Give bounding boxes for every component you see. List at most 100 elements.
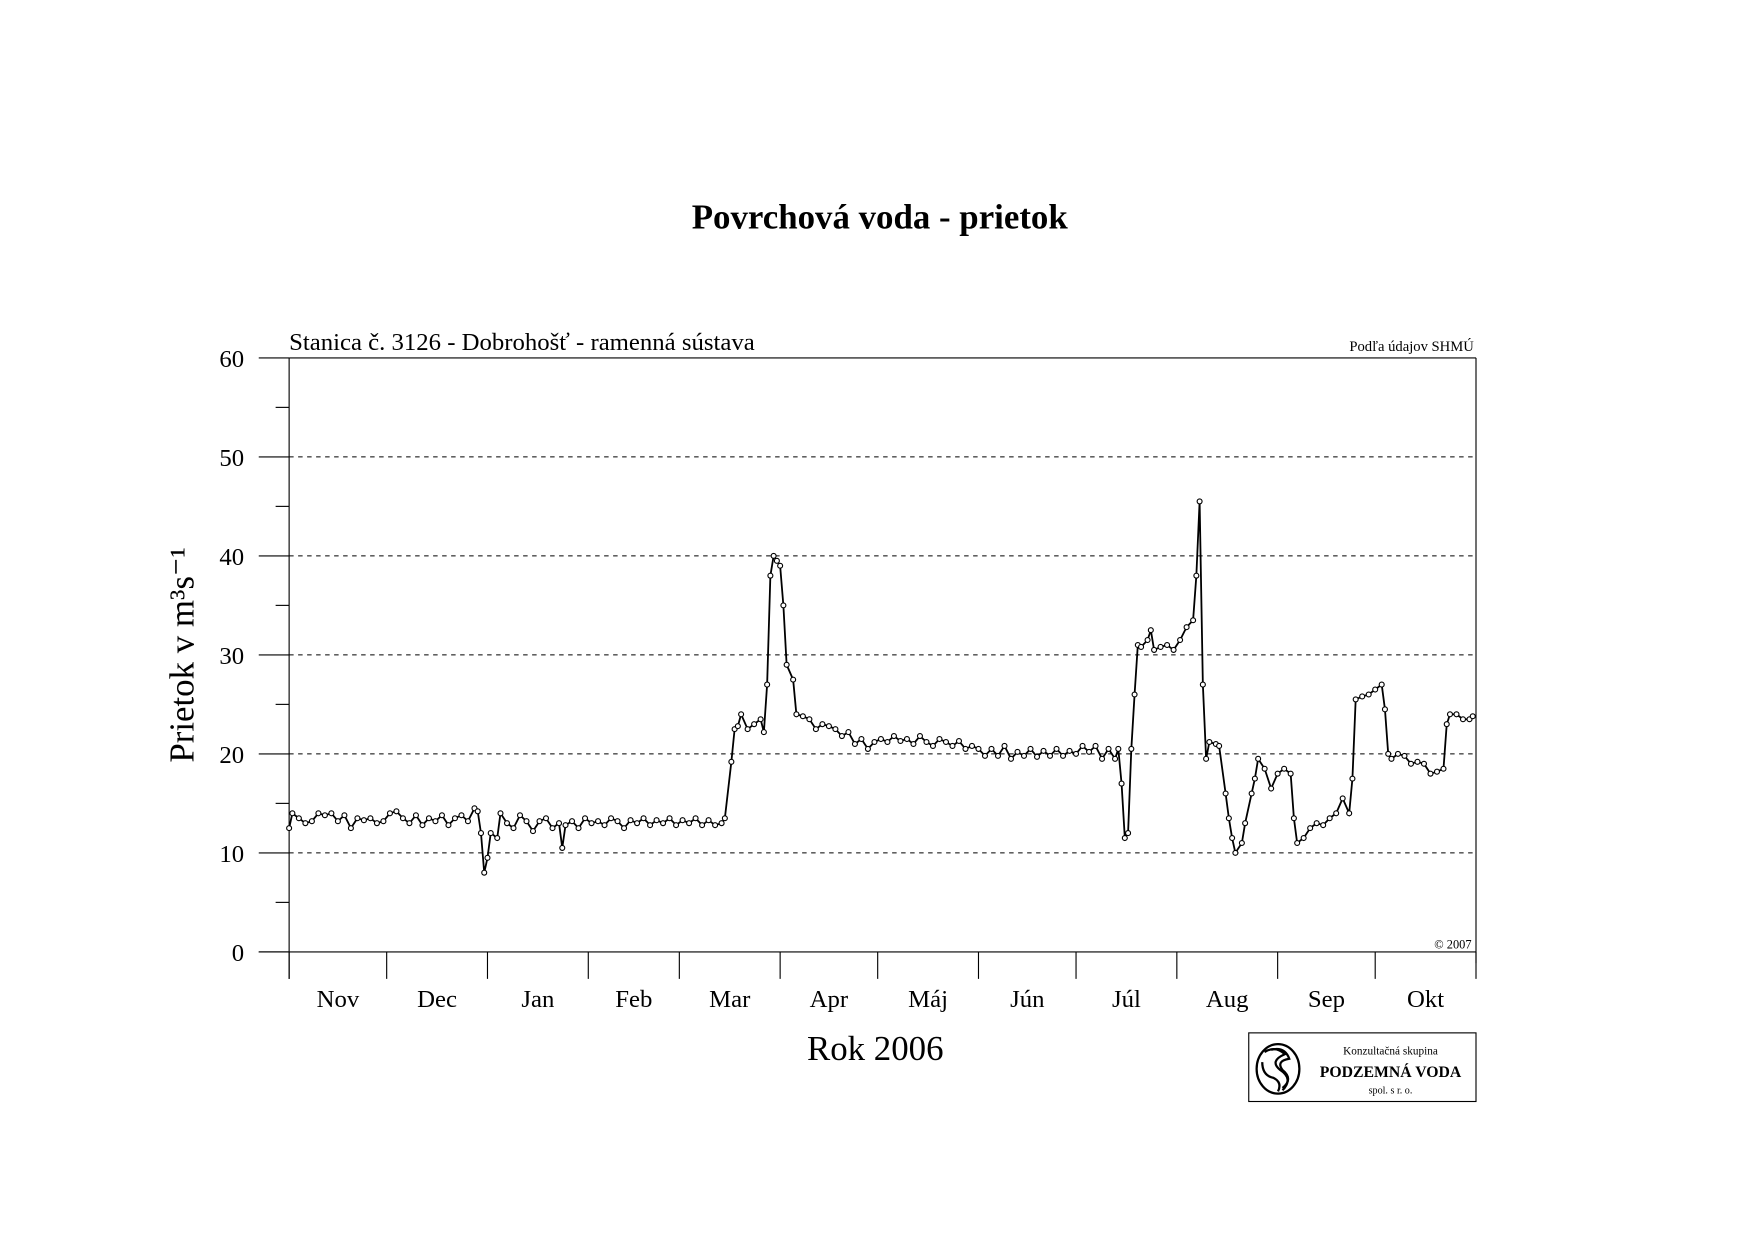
data-point (523, 818, 530, 825)
y-tick-label: 40 (219, 544, 244, 571)
data-point (1339, 795, 1346, 802)
chart-title: Povrchová voda - prietok (692, 198, 1069, 237)
data-point (1138, 643, 1145, 650)
data-point (1469, 713, 1476, 720)
data-point (1459, 716, 1467, 723)
data-point (536, 818, 543, 825)
y-tick-label: 10 (219, 841, 244, 868)
y-tick-label: 0 (232, 940, 244, 967)
x-tick-label: Nov (317, 986, 360, 1013)
data-point (1232, 849, 1239, 856)
x-tick-label: Aug (1206, 986, 1249, 1013)
data-point (412, 812, 419, 819)
data-point (481, 869, 488, 876)
data-point (1287, 770, 1294, 777)
data-point (1365, 691, 1372, 698)
series (286, 498, 1476, 876)
data-point (679, 817, 686, 824)
data-point (877, 735, 884, 743)
data-point (962, 745, 969, 752)
data-point (1151, 646, 1158, 653)
data-point (1125, 830, 1132, 837)
data-point (1352, 696, 1359, 703)
logo-text: spol. s r. o. (1369, 1086, 1413, 1097)
data-point (942, 738, 950, 746)
data-point (289, 810, 296, 817)
data-point (653, 817, 660, 824)
data-point (799, 713, 806, 720)
data-point (1222, 790, 1229, 797)
data-point (399, 815, 406, 822)
data-point (1225, 815, 1232, 822)
data-point (614, 818, 621, 825)
data-point (503, 820, 511, 827)
data-point (955, 737, 963, 745)
data-point (981, 752, 989, 759)
data-point (1073, 750, 1080, 757)
x-tick-label: Jan (521, 986, 554, 1013)
data-point (686, 820, 693, 827)
data-point (910, 740, 917, 748)
data-point (627, 817, 634, 824)
data-point (432, 818, 439, 825)
data-point (516, 812, 524, 819)
data-point (1193, 572, 1200, 579)
data-point (1433, 768, 1441, 775)
data-point (1407, 760, 1415, 767)
data-point (497, 810, 504, 817)
data-point (1394, 750, 1401, 757)
data-point (851, 740, 858, 748)
x-axis-label: Rok 2006 (807, 1029, 944, 1068)
data-point (770, 552, 777, 559)
data-point (568, 818, 576, 825)
data-point (1086, 748, 1093, 755)
data-point (1346, 810, 1353, 817)
data-point (1274, 770, 1281, 777)
data-point (474, 808, 481, 815)
data-point (1001, 742, 1008, 749)
data-point (1190, 617, 1197, 624)
data-point (1388, 755, 1395, 762)
data-point (751, 721, 758, 728)
x-tick-label: Máj (908, 986, 948, 1013)
data-point (601, 822, 608, 829)
data-point (744, 726, 751, 733)
data-point (783, 661, 790, 668)
logo-box (1248, 1032, 1477, 1103)
data-point (494, 834, 501, 842)
data-point (477, 830, 485, 837)
data-point (1216, 742, 1223, 749)
data-point (777, 562, 784, 569)
data-point (1453, 711, 1460, 718)
data-point (315, 810, 322, 817)
data-point (1112, 755, 1119, 762)
data-point (549, 825, 556, 832)
data-point (1170, 646, 1177, 653)
data-point (864, 745, 871, 752)
data-point (510, 825, 517, 832)
data-point (1242, 820, 1249, 827)
data-point (988, 745, 995, 752)
data-point (1300, 834, 1307, 842)
data-point (406, 820, 413, 827)
data-point (1144, 636, 1151, 644)
data-point (780, 602, 787, 609)
data-point (347, 825, 354, 832)
data-point (838, 733, 845, 740)
data-point (760, 729, 767, 736)
data-point (1147, 627, 1154, 634)
data-point (949, 742, 956, 749)
data-point (1281, 765, 1288, 772)
y-tick-label: 60 (219, 346, 244, 373)
data-point (871, 738, 878, 746)
data-point (890, 733, 897, 740)
data-point (1027, 745, 1034, 752)
data-point (595, 818, 602, 825)
data-point (1420, 760, 1428, 767)
data-point (1199, 681, 1206, 688)
data-point (1118, 780, 1125, 787)
data-point (1401, 752, 1408, 759)
x-tick-label: Dec (417, 986, 457, 1013)
data-point (1203, 755, 1210, 762)
source-note: Podľa údajov SHMÚ (1349, 338, 1474, 355)
